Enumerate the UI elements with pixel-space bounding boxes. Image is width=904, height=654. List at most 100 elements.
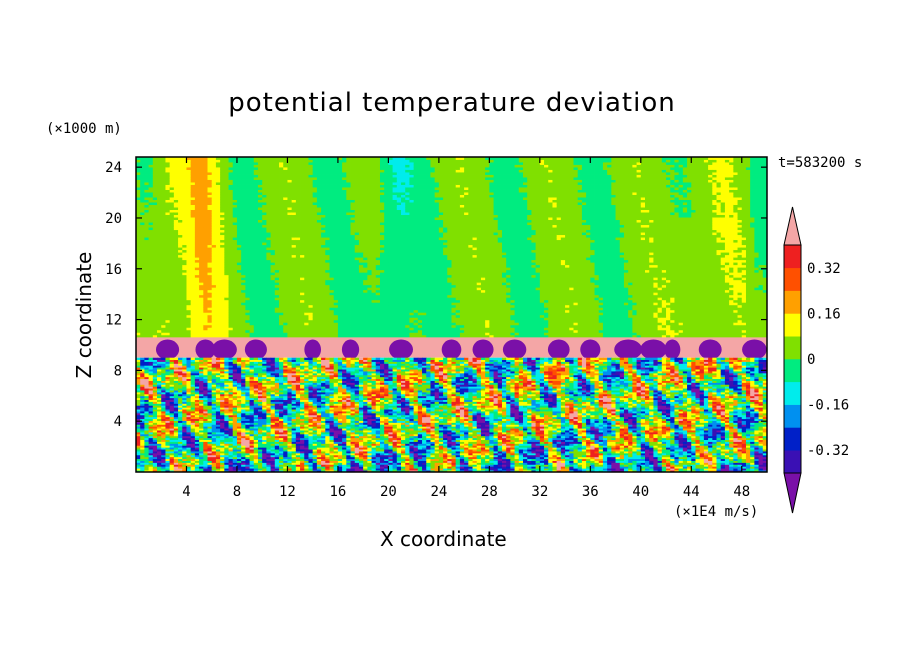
field-cell bbox=[372, 207, 377, 210]
field-cell bbox=[170, 195, 175, 198]
field-cell bbox=[359, 287, 364, 290]
field-cell bbox=[308, 190, 313, 193]
field-cell bbox=[233, 307, 238, 310]
field-cell bbox=[388, 175, 393, 178]
field-cell bbox=[405, 252, 410, 255]
field-cell bbox=[414, 282, 419, 285]
field-cell bbox=[216, 175, 221, 178]
field-cell bbox=[208, 240, 213, 243]
field-cell bbox=[170, 275, 175, 278]
field-cell bbox=[287, 327, 292, 330]
field-cell bbox=[376, 222, 381, 225]
field-cell bbox=[262, 317, 267, 320]
field-cell bbox=[304, 220, 309, 223]
field-cell bbox=[355, 237, 360, 240]
field-cell bbox=[292, 290, 297, 293]
field-cell bbox=[304, 285, 309, 288]
field-cell bbox=[317, 250, 322, 253]
field-cell bbox=[237, 255, 242, 258]
field-cell bbox=[203, 280, 208, 283]
field-cell bbox=[346, 167, 351, 170]
field-cell bbox=[338, 250, 343, 253]
field-cell bbox=[144, 215, 149, 218]
field-cell bbox=[414, 260, 419, 263]
field-cell bbox=[393, 332, 398, 335]
field-cell bbox=[409, 335, 414, 338]
field-cell bbox=[304, 255, 309, 258]
field-cell bbox=[355, 322, 360, 325]
field-cell bbox=[363, 310, 368, 313]
field-cell bbox=[157, 160, 162, 163]
field-cell bbox=[397, 237, 402, 240]
field-cell bbox=[292, 207, 297, 210]
field-cell bbox=[279, 167, 284, 170]
field-cell bbox=[275, 187, 280, 190]
field-cell bbox=[292, 302, 297, 305]
field-cell bbox=[212, 190, 217, 193]
field-cell bbox=[144, 225, 149, 228]
field-cell bbox=[355, 195, 360, 198]
field-cell bbox=[254, 255, 259, 258]
field-cell bbox=[300, 245, 305, 248]
field-cell bbox=[367, 275, 372, 278]
field-cell bbox=[165, 195, 170, 198]
field-cell bbox=[388, 332, 393, 335]
field-cell bbox=[203, 212, 208, 215]
field-cell bbox=[161, 315, 166, 318]
field-cell bbox=[186, 252, 191, 255]
field-cell bbox=[178, 260, 183, 263]
field-cell bbox=[178, 332, 183, 335]
field-cell bbox=[372, 227, 377, 230]
field-cell bbox=[165, 212, 170, 215]
field-cell bbox=[363, 285, 368, 288]
field-cell bbox=[182, 182, 187, 185]
field-cell bbox=[220, 315, 225, 318]
field-cell bbox=[144, 317, 149, 320]
field-cell bbox=[140, 280, 145, 283]
field-cell bbox=[258, 197, 263, 200]
field-cell bbox=[161, 240, 166, 243]
field-cell bbox=[275, 225, 280, 228]
field-cell bbox=[355, 295, 360, 298]
field-cell bbox=[161, 197, 166, 200]
field-cell bbox=[262, 187, 267, 190]
field-cell bbox=[372, 195, 377, 198]
field-cell bbox=[220, 252, 225, 255]
field-cell bbox=[372, 315, 377, 318]
field-cell bbox=[325, 287, 330, 290]
field-cell bbox=[279, 307, 284, 310]
field-cell bbox=[161, 170, 166, 173]
field-cell bbox=[199, 205, 204, 208]
field-cell bbox=[271, 167, 276, 170]
field-cell bbox=[161, 200, 166, 203]
field-cell bbox=[195, 215, 200, 218]
field-cell bbox=[372, 330, 377, 333]
field-cell bbox=[393, 247, 398, 250]
field-cell bbox=[414, 195, 419, 198]
field-cell bbox=[388, 172, 393, 175]
field-cell bbox=[397, 180, 402, 183]
field-cell bbox=[334, 305, 339, 308]
field-cell bbox=[161, 245, 166, 248]
field-cell bbox=[275, 275, 280, 278]
field-cell bbox=[409, 235, 414, 238]
field-cell bbox=[313, 190, 318, 193]
field-cell bbox=[195, 172, 200, 175]
field-cell bbox=[157, 197, 162, 200]
field-cell bbox=[153, 280, 158, 283]
field-cell bbox=[304, 250, 309, 253]
field-cell bbox=[140, 220, 145, 223]
field-cell bbox=[275, 327, 280, 330]
field-cell bbox=[182, 322, 187, 325]
field-cell bbox=[283, 317, 288, 320]
field-cell bbox=[414, 302, 419, 305]
field-cell bbox=[308, 285, 313, 288]
field-cell bbox=[170, 180, 175, 183]
field-cell bbox=[397, 227, 402, 230]
field-cell bbox=[258, 210, 263, 213]
field-cell bbox=[250, 220, 255, 223]
field-cell bbox=[262, 302, 267, 305]
field-cell bbox=[330, 332, 335, 335]
field-cell bbox=[304, 305, 309, 308]
field-cell bbox=[275, 265, 280, 268]
